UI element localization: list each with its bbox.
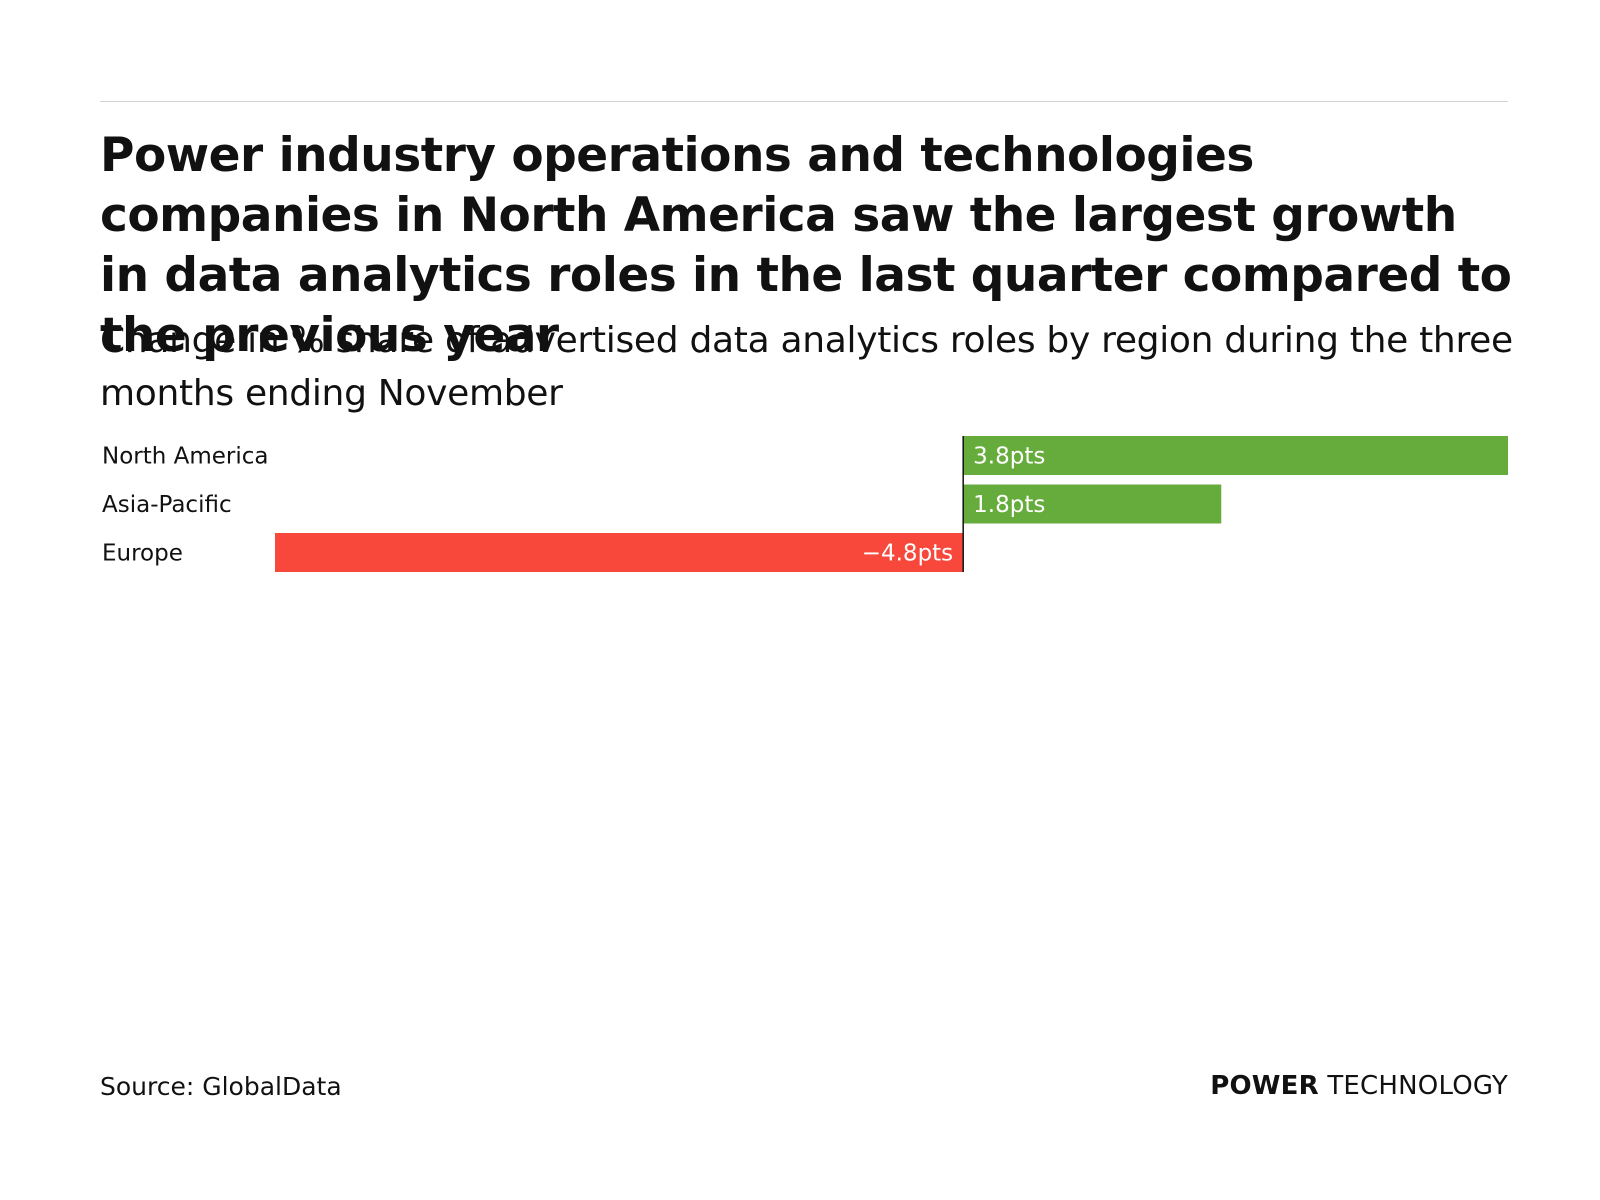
chart-subtitle: Change in % share of advertised data ana… (100, 320, 1513, 414)
brand-name-light: TECHNOLOGY (1327, 1071, 1508, 1101)
bar-asia-pacific (963, 484, 1222, 524)
top-divider (100, 101, 1508, 102)
value-label: 3.8pts (973, 444, 1045, 470)
brand-name-bold: POWER (1210, 1071, 1319, 1101)
bar-chart: North America 3.8pts Asia-Pacific 1.8pts Eur… (102, 436, 1508, 572)
source-note: Source: GlobalData (100, 1072, 342, 1101)
bar-europe (275, 533, 964, 572)
value-label: 1.8pts (973, 492, 1045, 518)
brand-logo: POWER TECHNOLOGY (1210, 1071, 1508, 1101)
bar-north-america (963, 436, 1508, 475)
value-label: −4.8pts (862, 541, 953, 567)
category-label: Asia-Pacific (102, 492, 232, 518)
category-label: Europe (102, 541, 183, 567)
category-label: North America (102, 444, 269, 470)
chart-title: Power industry operations and technologi… (100, 128, 1512, 363)
